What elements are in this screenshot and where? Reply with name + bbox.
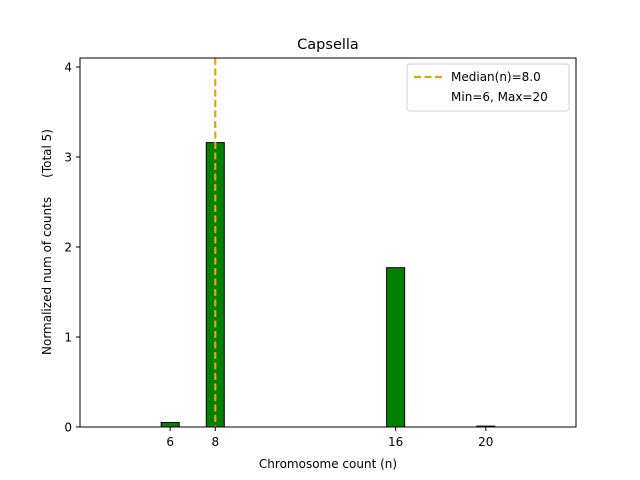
legend-box [406, 63, 570, 112]
plot-frame [79, 57, 577, 428]
bar-n-6 [160, 422, 180, 428]
y-tick-label-0: 0 [64, 421, 72, 435]
y-axis-label: Normalized num of counts (Total 5) [40, 129, 54, 355]
legend: Median(n)=8.0 Min=6, Max=20 [406, 63, 570, 112]
x-tick-label-16: 16 [388, 435, 403, 449]
y-tick-label-4: 4 [64, 61, 72, 75]
x-tick-label-8: 8 [211, 435, 219, 449]
chart-title: Capsella [297, 37, 359, 53]
y-tick-label-3: 3 [64, 151, 72, 165]
y-tick-label-2: 2 [64, 241, 72, 255]
legend-min-max-label: Min=6, Max=20 [451, 90, 548, 104]
bar-n-16 [386, 267, 406, 428]
x-tick-label-6: 6 [166, 435, 174, 449]
y-tick-label-1: 1 [64, 331, 72, 345]
x-tick-label-20: 20 [478, 435, 493, 449]
y-axis-ticks: 0 1 2 3 4 [64, 61, 80, 435]
bars-layer [160, 142, 496, 428]
legend-median-label: Median(n)=8.0 [451, 70, 541, 84]
x-axis-label: Chromosome count (n) [259, 457, 397, 471]
x-axis-ticks: 6 8 16 20 [166, 427, 493, 449]
